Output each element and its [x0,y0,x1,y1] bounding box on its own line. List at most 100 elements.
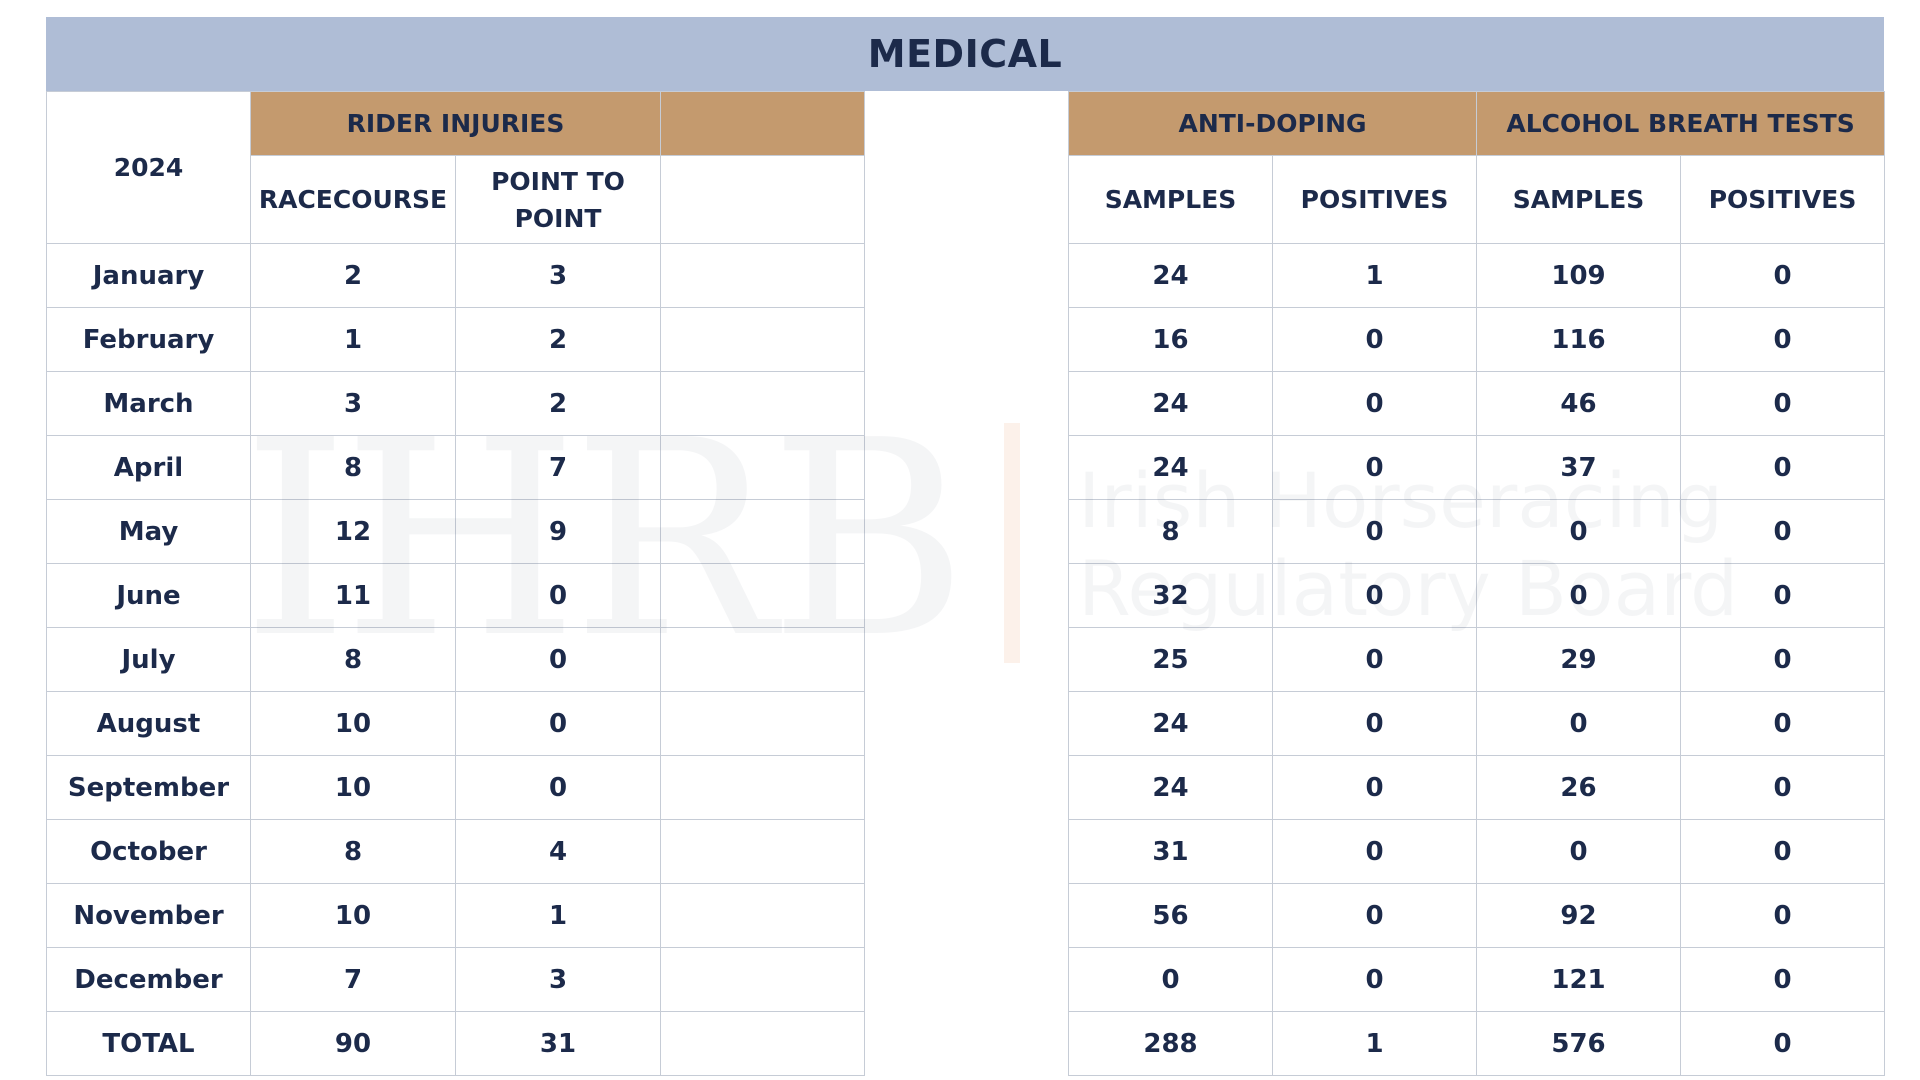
racecourse-cell: 8 [250,435,456,500]
rider-injuries-table: 2024 RIDER INJURIES RACECOURSE POINT TO … [46,91,865,1076]
month-cell: October [46,819,251,884]
anti-doping-positives-cell: 0 [1271,819,1478,884]
empty-cell [660,627,865,692]
point-to-point-label: POINT TO POINT [491,166,625,233]
alcohol-positives-cell: 0 [1680,883,1886,948]
alcohol-samples-cell: 0 [1476,691,1682,756]
table-row: 24 1 109 0 [1068,243,1886,308]
racecourse-cell: 10 [250,883,456,948]
anti-doping-header: ANTI-DOPING [1067,91,1478,156]
racecourse-cell: 1 [250,307,456,372]
table-subheader-row: RACECOURSE POINT TO POINT [47,155,865,244]
table-row: 24 0 0 0 [1068,691,1886,756]
table-row: 16 0 116 0 [1068,307,1886,372]
racecourse-total: 90 [250,1011,456,1076]
anti-doping-samples-cell: 24 [1068,755,1273,820]
alcohol-positives-cell: 0 [1680,691,1886,756]
empty-cell [660,755,865,820]
anti-doping-samples-cell: 8 [1068,499,1273,564]
total-row: TOTAL 90 31 [46,1011,865,1076]
alcohol-positives-cell: 0 [1680,819,1886,884]
alcohol-samples-cell: 116 [1476,307,1682,372]
anti-doping-samples-cell: 16 [1068,307,1273,372]
month-cell: August [46,691,251,756]
point-to-point-column-header: POINT TO POINT [455,155,661,244]
anti-doping-positives-cell: 1 [1271,243,1478,308]
racecourse-cell: 10 [250,755,456,820]
anti-doping-samples-total: 288 [1068,1011,1273,1076]
table-row: 24 0 46 0 [1068,371,1886,436]
alcohol-positives-total: 0 [1680,1011,1886,1076]
month-cell: September [46,755,251,820]
table-row: August 10 0 [46,691,865,756]
table-row: May 12 9 [46,499,865,564]
empty-cell [660,947,865,1012]
point-to-point-cell: 7 [455,435,661,500]
alcohol-samples-cell: 121 [1476,947,1682,1012]
empty-cell [660,371,865,436]
empty-cell [660,435,865,500]
table-row: 32 0 0 0 [1068,563,1886,628]
month-cell: February [46,307,251,372]
alcohol-samples-cell: 0 [1476,499,1682,564]
anti-doping-samples-cell: 24 [1068,435,1273,500]
month-cell: May [46,499,251,564]
alcohol-samples-header: SAMPLES [1476,155,1682,244]
anti-doping-positives-cell: 0 [1271,307,1478,372]
empty-cell [660,1011,865,1076]
anti-doping-positives-cell: 0 [1271,883,1478,948]
table-row: January 2 3 [46,243,865,308]
month-cell: June [46,563,251,628]
point-to-point-cell: 4 [455,819,661,884]
alcohol-positives-cell: 0 [1680,499,1886,564]
page-title: MEDICAL [46,17,1884,91]
anti-doping-samples-cell: 0 [1068,947,1273,1012]
anti-doping-positives-total: 1 [1271,1011,1478,1076]
table-row: 56 0 92 0 [1068,883,1886,948]
alcohol-positives-header: POSITIVES [1680,155,1886,244]
empty-cell [660,307,865,372]
anti-doping-positives-cell: 0 [1271,499,1478,564]
racecourse-cell: 10 [250,691,456,756]
alcohol-positives-cell: 0 [1680,435,1886,500]
alcohol-samples-cell: 29 [1476,627,1682,692]
racecourse-column-header: RACECOURSE [250,155,456,244]
empty-cell [660,563,865,628]
racecourse-cell: 8 [250,819,456,884]
testing-table: ANTI-DOPING ALCOHOL BREATH TESTS SAMPLES… [1067,91,1886,1076]
alcohol-samples-total: 576 [1476,1011,1682,1076]
alcohol-positives-cell: 0 [1680,371,1886,436]
alcohol-positives-cell: 0 [1680,627,1886,692]
table-row: February 1 2 [46,307,865,372]
point-to-point-cell: 3 [455,947,661,1012]
point-to-point-cell: 0 [455,563,661,628]
table-row: June 11 0 [46,563,865,628]
racecourse-cell: 11 [250,563,456,628]
racecourse-cell: 7 [250,947,456,1012]
alcohol-samples-cell: 0 [1476,819,1682,884]
anti-doping-positives-cell: 0 [1271,691,1478,756]
month-cell: March [46,371,251,436]
alcohol-samples-cell: 92 [1476,883,1682,948]
table-row: December 7 3 [46,947,865,1012]
empty-column-header [660,155,865,244]
table-row: 24 0 26 0 [1068,755,1886,820]
point-to-point-cell: 9 [455,499,661,564]
alcohol-samples-cell: 0 [1476,563,1682,628]
alcohol-positives-cell: 0 [1680,307,1886,372]
anti-doping-samples-cell: 31 [1068,819,1273,884]
table-row: 25 0 29 0 [1068,627,1886,692]
alcohol-samples-cell: 46 [1476,371,1682,436]
anti-doping-positives-cell: 0 [1271,947,1478,1012]
alcohol-positives-cell: 0 [1680,563,1886,628]
medical-report: MEDICAL 2024 RIDER INJURIES RACECOURSE P… [46,17,1886,1076]
year-label: 2024 [46,91,251,244]
alcohol-positives-cell: 0 [1680,243,1886,308]
table-row: October 8 4 [46,819,865,884]
anti-doping-positives-cell: 0 [1271,371,1478,436]
point-to-point-cell: 0 [455,755,661,820]
table-row: 24 0 37 0 [1068,435,1886,500]
point-to-point-total: 31 [455,1011,661,1076]
table-row: March 3 2 [46,371,865,436]
